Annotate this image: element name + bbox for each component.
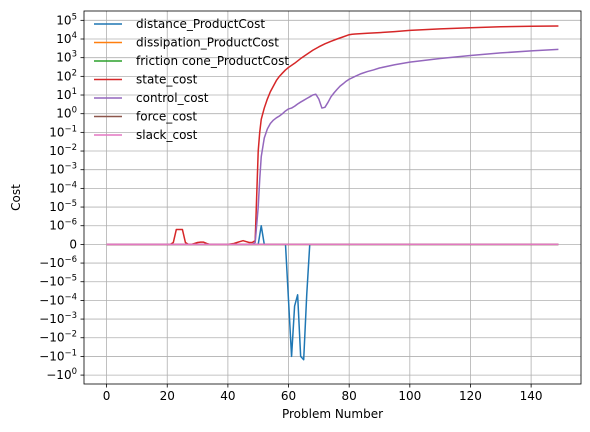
series-layer: [106, 25, 559, 361]
y-tick-label: 105: [56, 12, 77, 27]
y-tick-label: −10−1: [39, 348, 77, 363]
legend: distance_ProductCost dissipation_ProductC…: [94, 17, 289, 142]
x-tick-label: 140: [520, 389, 543, 403]
series-line-control-cost: [106, 48, 559, 246]
x-tick-label: 40: [220, 389, 235, 403]
x-tick-label: 80: [342, 389, 357, 403]
y-tick-label: 103: [56, 50, 77, 65]
y-tick-label: −10−6: [39, 255, 77, 270]
legend-label: dissipation_ProductCost: [136, 36, 279, 50]
y-tick-label: 10−2: [49, 143, 77, 158]
y-tick-label: 102: [56, 68, 77, 83]
y-tick-label: −10−2: [39, 330, 77, 345]
y-tick-label: 10−4: [49, 180, 77, 195]
y-tick-label: 10−5: [49, 199, 77, 214]
y-tick-label: −10−3: [39, 311, 77, 326]
x-tick-label: 20: [160, 389, 175, 403]
y-tick-label: 10−3: [49, 162, 77, 177]
y-tick-label: −10−5: [39, 274, 77, 289]
x-axis-label: Problem Number: [282, 407, 383, 421]
legend-label: distance_ProductCost: [136, 17, 265, 31]
y-axis-label: Cost: [9, 184, 23, 211]
x-tick-label: 0: [103, 389, 111, 403]
y-tick-label: 100: [56, 106, 77, 121]
y-tick-label: 0: [69, 237, 77, 251]
legend-label: slack_cost: [136, 128, 198, 142]
plot-frame: [83, 10, 582, 385]
series-line-distance-productcost: [106, 224, 559, 361]
x-tick-label: 60: [281, 389, 296, 403]
y-tick-label: −100: [46, 367, 77, 382]
y-tick-label: 101: [56, 87, 77, 102]
legend-label: friction cone_ProductCost: [136, 54, 289, 68]
legend-label: force_cost: [136, 110, 197, 124]
y-tick-label: 10−6: [49, 218, 77, 233]
legend-label: state_cost: [136, 73, 198, 87]
x-tick-label: 100: [398, 389, 421, 403]
y-tick-label: 10−1: [49, 124, 77, 139]
y-tick-label: −10−4: [39, 292, 77, 307]
legend-label: control_cost: [136, 91, 209, 105]
y-tick-label: 104: [56, 31, 77, 46]
x-tick-label: 120: [459, 389, 482, 403]
